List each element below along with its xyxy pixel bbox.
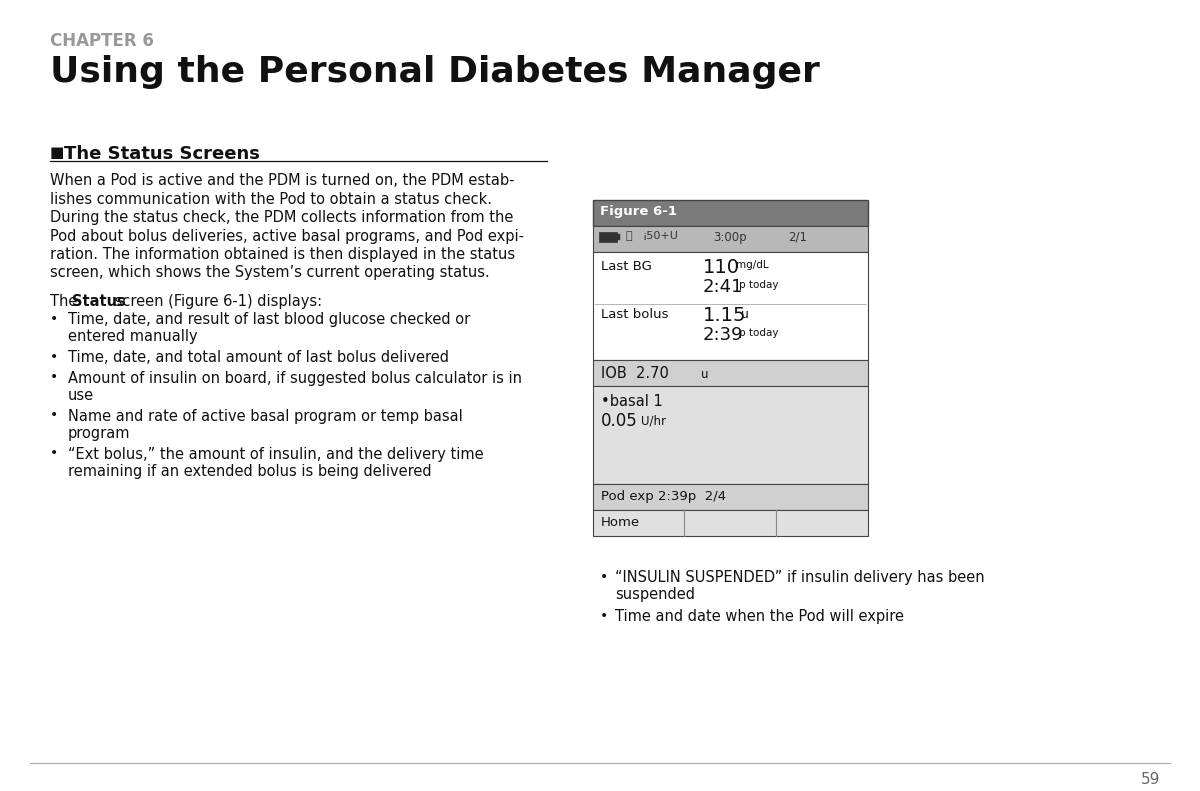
Bar bbox=[593, 252, 868, 360]
Text: p today: p today bbox=[739, 280, 779, 290]
Text: Pod about bolus deliveries, active basal programs, and Pod expi-: Pod about bolus deliveries, active basal… bbox=[50, 229, 524, 244]
Text: •basal 1: •basal 1 bbox=[601, 394, 662, 409]
Text: ¡50+U: ¡50+U bbox=[642, 231, 678, 241]
Text: “INSULIN SUSPENDED” if insulin delivery has been: “INSULIN SUSPENDED” if insulin delivery … bbox=[616, 570, 985, 585]
Text: Last bolus: Last bolus bbox=[601, 308, 668, 321]
Text: p today: p today bbox=[739, 328, 779, 338]
Text: IOB  2.70: IOB 2.70 bbox=[601, 366, 668, 381]
Text: “Ext bolus,” the amount of insulin, and the delivery time: “Ext bolus,” the amount of insulin, and … bbox=[68, 446, 484, 461]
Text: lishes communication with the Pod to obtain a status check.: lishes communication with the Pod to obt… bbox=[50, 191, 492, 206]
Text: Pod exp 2:39p  2/4: Pod exp 2:39p 2/4 bbox=[601, 490, 726, 503]
Text: •: • bbox=[50, 370, 59, 384]
Text: use: use bbox=[68, 388, 94, 403]
Text: 0.05: 0.05 bbox=[601, 412, 637, 430]
Text: CHAPTER 6: CHAPTER 6 bbox=[50, 32, 154, 50]
Text: •: • bbox=[50, 312, 59, 326]
Text: •: • bbox=[600, 570, 608, 584]
Text: entered manually: entered manually bbox=[68, 330, 198, 345]
Bar bbox=[617, 234, 620, 240]
Text: screen (Figure 6-1) displays:: screen (Figure 6-1) displays: bbox=[110, 294, 322, 309]
Text: u: u bbox=[742, 308, 749, 321]
Text: Figure 6-1: Figure 6-1 bbox=[600, 205, 677, 218]
Text: During the status check, the PDM collects information from the: During the status check, the PDM collect… bbox=[50, 210, 514, 225]
Bar bbox=[593, 226, 868, 252]
Bar bbox=[593, 484, 868, 510]
Text: suspended: suspended bbox=[616, 588, 695, 603]
Text: •: • bbox=[50, 408, 59, 422]
Text: u: u bbox=[701, 368, 708, 381]
Text: Time, date, and result of last blood glucose checked or: Time, date, and result of last blood glu… bbox=[68, 312, 470, 327]
Text: 1.15: 1.15 bbox=[703, 306, 746, 325]
Text: remaining if an extended bolus is being delivered: remaining if an extended bolus is being … bbox=[68, 464, 432, 479]
Text: Using the Personal Diabetes Manager: Using the Personal Diabetes Manager bbox=[50, 55, 820, 89]
Bar bbox=[593, 360, 868, 386]
Text: Time and date when the Pod will expire: Time and date when the Pod will expire bbox=[616, 609, 904, 624]
Text: screen, which shows the System’s current operating status.: screen, which shows the System’s current… bbox=[50, 266, 490, 281]
Text: Status: Status bbox=[72, 294, 126, 309]
Text: The Status Screens: The Status Screens bbox=[64, 145, 260, 163]
Text: •: • bbox=[50, 350, 59, 364]
Bar bbox=[593, 510, 868, 536]
Bar bbox=[593, 386, 868, 484]
Text: mg/dL: mg/dL bbox=[736, 260, 769, 270]
Text: Last BG: Last BG bbox=[601, 260, 652, 273]
Text: Home: Home bbox=[601, 516, 640, 529]
Text: U/hr: U/hr bbox=[641, 414, 666, 427]
Text: Amount of insulin on board, if suggested bolus calculator is in: Amount of insulin on board, if suggested… bbox=[68, 370, 522, 385]
Text: 59: 59 bbox=[1141, 772, 1160, 787]
Text: The: The bbox=[50, 294, 82, 309]
Text: ■: ■ bbox=[50, 145, 65, 160]
Text: Name and rate of active basal program or temp basal: Name and rate of active basal program or… bbox=[68, 408, 463, 423]
Text: 2:39: 2:39 bbox=[703, 326, 744, 344]
Text: ration. The information obtained is then displayed in the status: ration. The information obtained is then… bbox=[50, 247, 515, 262]
Text: •: • bbox=[600, 609, 608, 623]
Text: 2:41: 2:41 bbox=[703, 278, 744, 296]
Text: 3:00p: 3:00p bbox=[713, 231, 746, 244]
Bar bbox=[593, 200, 868, 226]
Bar bbox=[599, 232, 617, 242]
Text: 2/1: 2/1 bbox=[788, 231, 808, 244]
Text: ❓: ❓ bbox=[626, 231, 632, 241]
Text: 110: 110 bbox=[703, 258, 740, 277]
Text: •: • bbox=[50, 446, 59, 460]
Text: program: program bbox=[68, 426, 131, 441]
Text: When a Pod is active and the PDM is turned on, the PDM estab-: When a Pod is active and the PDM is turn… bbox=[50, 173, 515, 188]
Text: Time, date, and total amount of last bolus delivered: Time, date, and total amount of last bol… bbox=[68, 350, 449, 365]
